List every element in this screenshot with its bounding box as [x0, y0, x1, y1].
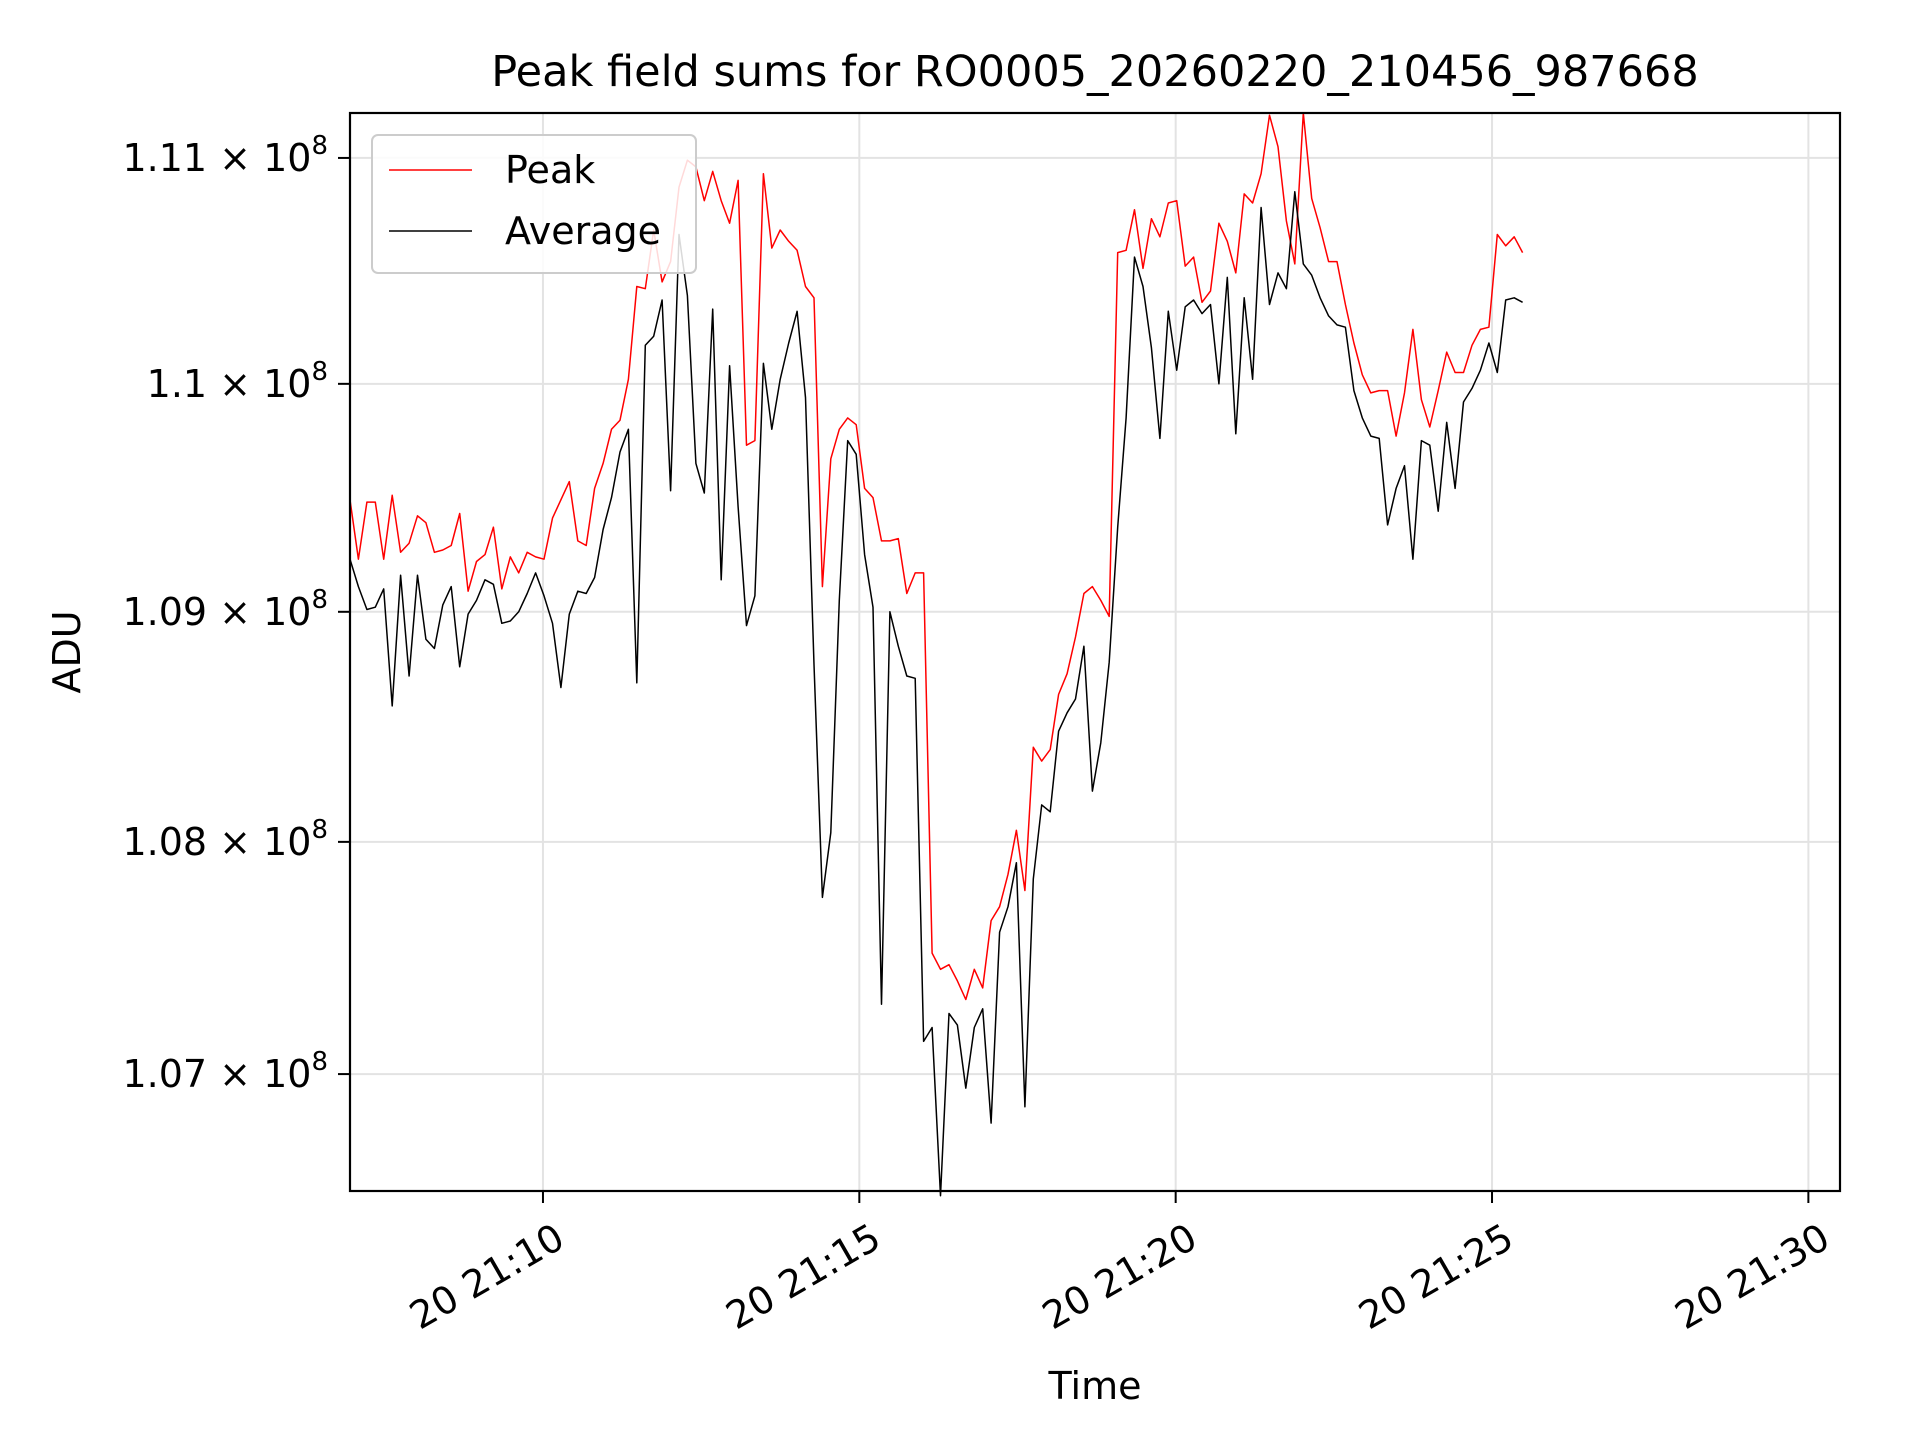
series-line-average	[349, 190, 1523, 1197]
plot-area-frame	[348, 111, 1842, 1193]
plot-lines	[349, 112, 1524, 1197]
legend-label-average: Average	[505, 209, 661, 253]
y-tick-label: 1.08 × 108	[122, 815, 328, 864]
series-line-peak	[349, 112, 1524, 1001]
y-tick-label: 1.1 × 108	[147, 357, 328, 406]
y-tick-label: 1.07 × 108	[122, 1047, 328, 1096]
y-tick-label: 1.09 × 108	[122, 585, 328, 634]
legend-label-peak: Peak	[505, 148, 595, 192]
legend: Peak Average	[371, 134, 697, 274]
y-tick-label: 1.11 × 108	[122, 131, 328, 180]
chart-title: Peak field sums for RO0005_20260220_2104…	[491, 47, 1698, 97]
y-axis-label: ADU	[45, 610, 89, 693]
y-axis-ticks: 1.07 × 108 1.08 × 108 1.09 × 108 1.1 × 108 1…	[122, 131, 350, 1096]
x-axis-label: Time	[1048, 1364, 1142, 1408]
